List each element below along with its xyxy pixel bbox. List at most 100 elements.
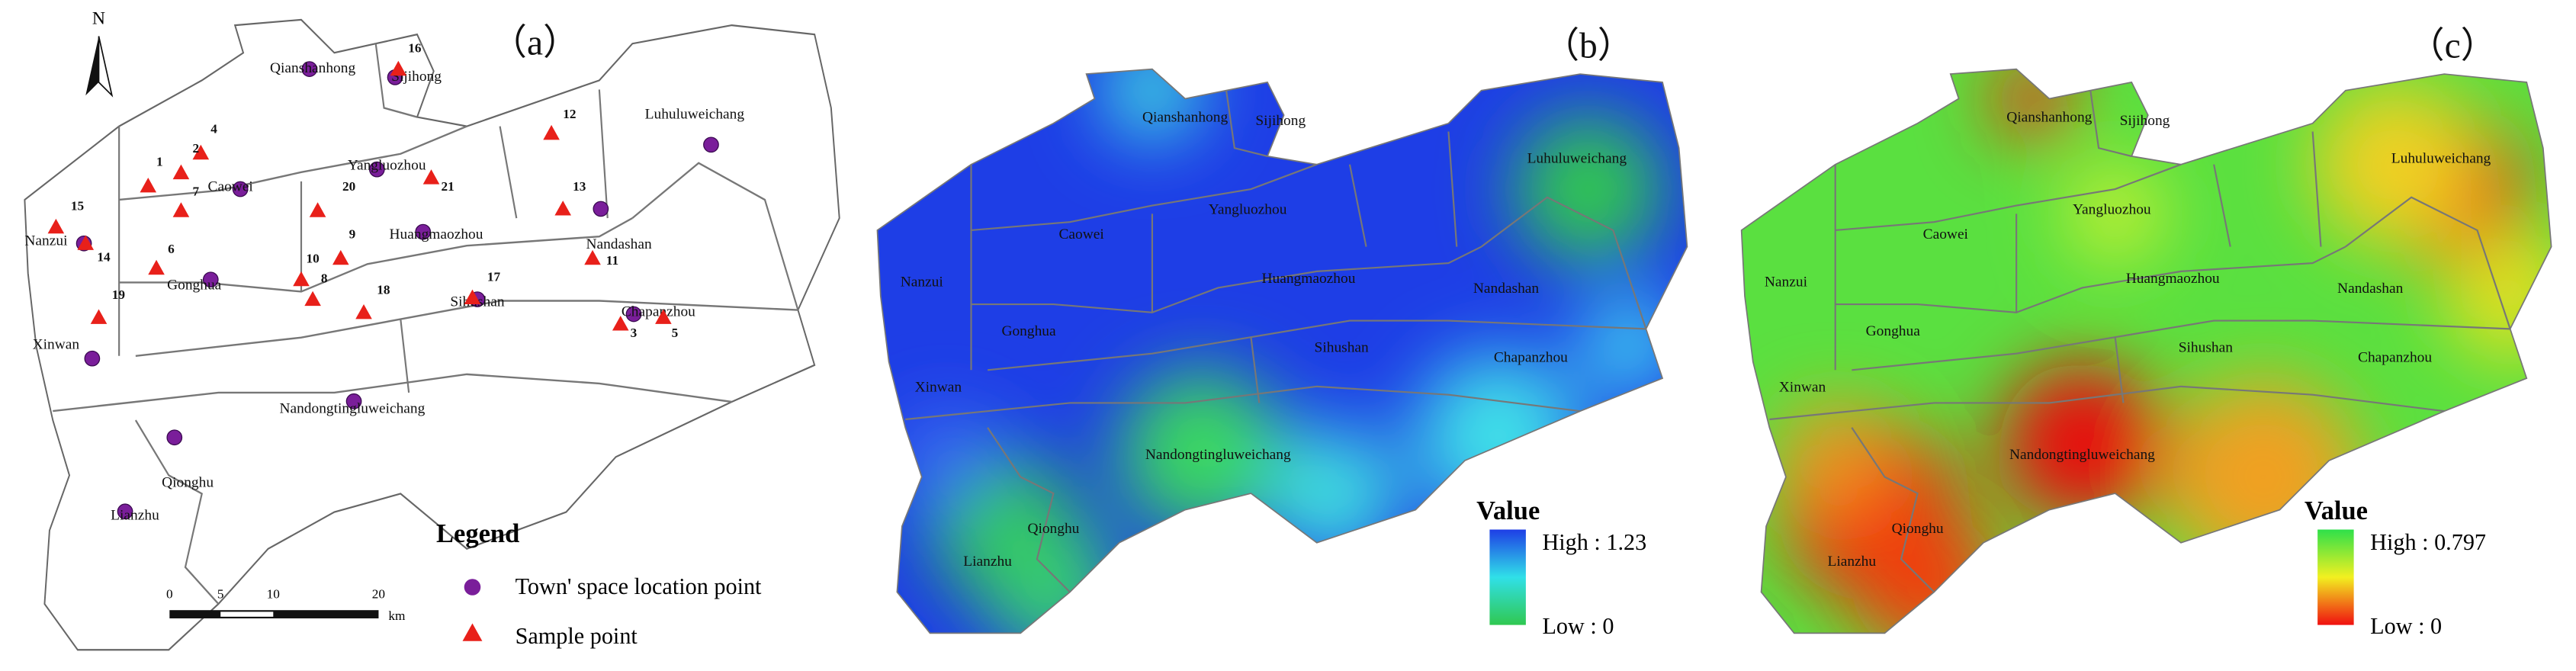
district-boundary	[1250, 337, 1261, 403]
sample-point-marker	[90, 309, 108, 324]
sample-point-marker	[293, 271, 310, 287]
panel-label: （a）	[490, 23, 579, 63]
town-label: Nanzui	[1765, 274, 1808, 290]
district-boundary	[1835, 246, 2346, 313]
town-label: Yangluozhou	[348, 157, 426, 173]
district-boundary	[499, 126, 518, 219]
sample-point-label: 17	[487, 269, 501, 284]
sample-point-label: 15	[71, 199, 84, 214]
sample-point-marker	[422, 169, 440, 185]
town-point	[415, 223, 432, 240]
heat-blob	[1778, 403, 1893, 518]
sample-point-marker	[309, 202, 326, 217]
sample-point-label: 6	[168, 242, 175, 256]
town-label: Nanzui	[901, 274, 944, 290]
district-boundary	[1225, 90, 1268, 157]
district-boundary	[1851, 427, 1935, 593]
sample-point-label: 8	[321, 271, 328, 286]
sample-point-label: 20	[342, 179, 355, 194]
district-boundary	[134, 419, 220, 605]
town-label: Gonghua	[167, 278, 222, 294]
town-label: Chapanzhou	[2358, 350, 2432, 366]
sample-point-label: 13	[573, 179, 586, 194]
panel-b: （b） Qianshanhong Sijihong Luhuluweichang Cao…	[876, 27, 1688, 639]
legend-high: High : 1.23	[1542, 529, 1646, 555]
heat-blob	[1103, 69, 1202, 140]
town-label: Luhuluweichang	[1527, 151, 1627, 167]
map-boundary	[876, 68, 1688, 634]
district-boundary	[53, 373, 732, 413]
sample-point-label: 21	[441, 179, 454, 194]
panel-a: （a）NQianshanhongSijihongLuhuluweichangCa…	[24, 8, 840, 651]
legend-title: Value	[2305, 496, 2368, 525]
scale-bar-segment	[220, 612, 274, 617]
district-boundary	[1447, 131, 1458, 247]
sample-point-label: 3	[631, 326, 638, 340]
legend-gradient	[2317, 529, 2354, 625]
sample-point-marker	[192, 144, 210, 160]
sample-point-marker	[462, 623, 483, 641]
panel-label: （b）	[1543, 27, 1634, 66]
scale-tick-label: 5	[217, 587, 224, 602]
town-label: Nandongtingluweichang	[1145, 447, 1291, 463]
district-boundary	[119, 217, 633, 293]
town-label: Lianzhu	[963, 554, 1012, 570]
heat-blob	[2065, 164, 2165, 264]
sample-point-marker	[332, 249, 349, 265]
heat-blob	[2444, 230, 2552, 362]
town-label: Nandongtingluweichang	[2009, 447, 2155, 463]
town-point	[84, 350, 101, 367]
heat-blob	[1415, 353, 1581, 518]
town-label: Sihushan	[1315, 340, 1369, 356]
town-label: Nandashan	[1473, 281, 1540, 297]
district-boundary	[971, 163, 1318, 232]
town-label: Caowei	[208, 178, 254, 194]
legend-high: High : 0.797	[2370, 529, 2486, 555]
town-label: Sijihong	[2120, 113, 2170, 129]
scale-tick-label: 20	[372, 587, 385, 602]
district-boundary	[598, 89, 609, 219]
town-label: Xinwan	[33, 336, 80, 352]
sample-point-label: 9	[349, 226, 356, 241]
town-label: Caowei	[1058, 226, 1104, 242]
town-label: Huangmaozhou	[390, 226, 483, 242]
district-boundary	[374, 43, 418, 118]
town-point	[593, 201, 609, 217]
scale-bar	[169, 610, 379, 618]
town-point	[703, 136, 719, 153]
sample-point-marker	[543, 124, 560, 140]
sample-point-label: 14	[97, 250, 111, 265]
town-label: Gonghua	[1001, 323, 1056, 339]
sample-point-marker	[655, 309, 672, 324]
town-label: Yangluozhou	[1209, 202, 1287, 218]
district-boundary	[631, 162, 799, 310]
sample-point-label: 19	[112, 287, 125, 302]
sample-point-label: 7	[193, 184, 200, 198]
town-point	[232, 181, 249, 197]
scale-tick-label: 10	[267, 587, 280, 602]
scale-unit: km	[388, 608, 406, 623]
sample-point-marker	[390, 60, 407, 76]
sample-point-marker	[77, 235, 95, 250]
sample-point-label: 5	[672, 326, 679, 340]
town-label: Luhuluweichang	[645, 106, 745, 122]
heat-blob	[2312, 82, 2478, 247]
scale-tick-label: 0	[166, 587, 173, 602]
heat-blob	[1514, 114, 1663, 264]
sample-point-label: 18	[377, 283, 390, 297]
town-label: Lianzhu	[1827, 554, 1876, 570]
heat-blob	[897, 411, 996, 510]
town-label: Lianzhu	[111, 508, 159, 524]
sample-point-marker	[47, 218, 65, 234]
sample-point-marker	[584, 249, 601, 265]
sample-point-marker	[172, 202, 190, 217]
town-point	[202, 271, 219, 288]
sample-point-label: 16	[408, 41, 422, 56]
town-label: Xinwan	[915, 379, 962, 395]
legend-title: Value	[1476, 496, 1540, 525]
heat-blob	[988, 526, 1119, 634]
legend-item: Town' space location point	[516, 573, 762, 599]
district-boundary	[1348, 164, 1367, 247]
town-label: Nandongtingluweichang	[279, 401, 425, 417]
